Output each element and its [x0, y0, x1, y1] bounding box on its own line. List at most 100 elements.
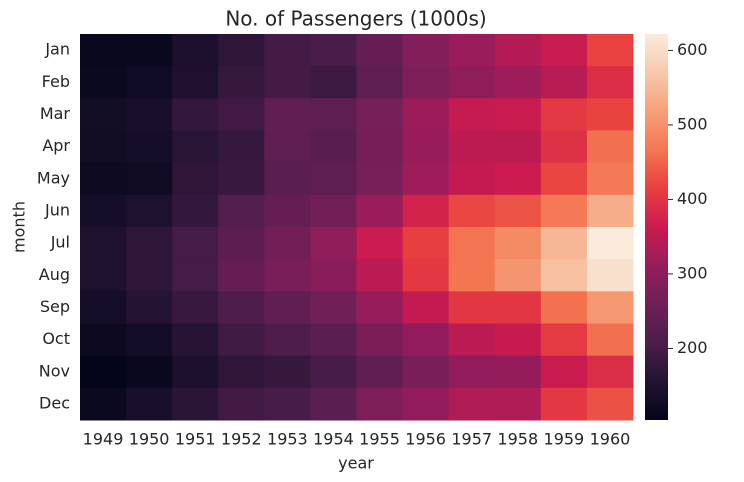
- heatmap-cell: [540, 130, 588, 164]
- heatmap-cell: [310, 259, 357, 292]
- colorbar-tick-label: 600: [677, 40, 708, 59]
- heatmap-cell: [264, 98, 311, 131]
- heatmap-cell: [264, 291, 311, 324]
- heatmap-cell: [586, 66, 634, 99]
- heatmap-cell: [540, 194, 588, 228]
- heatmap-cell: [264, 323, 311, 357]
- heatmap-cell: [80, 227, 127, 260]
- heatmap-cell: [586, 387, 634, 421]
- colorbar-tick-label: 200: [677, 338, 708, 357]
- heatmap-cell: [126, 323, 173, 357]
- heatmap-cell: [80, 98, 127, 131]
- heatmap-cell: [126, 130, 173, 164]
- heatmap-cell: [310, 130, 357, 164]
- heatmap-cell: [448, 291, 496, 324]
- heatmap-cell: [356, 291, 404, 324]
- heatmap-cell: [494, 34, 542, 67]
- heatmap-cell: [218, 34, 265, 67]
- heatmap-cell: [402, 387, 450, 421]
- heatmap-cell: [540, 323, 588, 357]
- heatmap-cell: [494, 130, 542, 164]
- heatmap-cell: [494, 227, 542, 260]
- heatmap-cell: [126, 259, 173, 292]
- heatmap-cell: [126, 34, 173, 67]
- heatmap-cell: [356, 323, 404, 357]
- heatmap-cell: [218, 259, 265, 292]
- heatmap-cell: [172, 66, 219, 99]
- heatmap-cell: [264, 227, 311, 260]
- heatmap-cell: [586, 227, 634, 260]
- heatmap-cell: [356, 66, 404, 99]
- heatmap-cell: [310, 227, 357, 260]
- heatmap-cell: [356, 98, 404, 131]
- heatmap-cell: [218, 387, 265, 421]
- heatmap-cell: [402, 355, 450, 389]
- heatmap-cell: [540, 355, 588, 389]
- y-tick-label: Apr: [42, 136, 70, 155]
- heatmap-cell: [80, 355, 127, 389]
- y-tick-label: Jun: [44, 200, 70, 219]
- heatmap-cell: [126, 194, 173, 228]
- heatmap-cell: [448, 387, 496, 421]
- heatmap-cell: [310, 34, 357, 67]
- x-tick-label: 1951: [175, 430, 216, 449]
- heatmap-cell: [586, 355, 634, 389]
- heatmap-cell: [402, 162, 450, 196]
- heatmap-cell: [356, 387, 404, 421]
- x-tick-label: 1955: [359, 430, 400, 449]
- y-tick-label: Aug: [39, 265, 70, 284]
- x-tick-label: 1957: [451, 430, 492, 449]
- heatmap-cell: [310, 323, 357, 357]
- heatmap-cell: [126, 291, 173, 324]
- heatmap-cell: [218, 355, 265, 389]
- heatmap-cell: [218, 98, 265, 131]
- heatmap-cell: [356, 194, 404, 228]
- heatmap-cell: [494, 291, 542, 324]
- heatmap-cell: [172, 323, 219, 357]
- heatmap-cell: [80, 323, 127, 357]
- y-tick-label: Oct: [42, 329, 70, 348]
- heatmap-cell: [172, 259, 219, 292]
- colorbar-tick-label: 300: [677, 263, 708, 282]
- heatmap-cell: [402, 66, 450, 99]
- heatmap-cell: [402, 98, 450, 131]
- heatmap-cell: [264, 34, 311, 67]
- heatmap-cell: [448, 130, 496, 164]
- heatmap-cell: [264, 194, 311, 228]
- heatmap-cell: [126, 387, 173, 421]
- chart-title: No. of Passengers (1000s): [225, 7, 486, 31]
- heatmap-cell: [494, 66, 542, 99]
- x-axis-label: year: [338, 454, 374, 473]
- y-tick-label: Dec: [39, 393, 70, 412]
- heatmap-cell: [494, 355, 542, 389]
- heatmap-cell: [494, 98, 542, 131]
- heatmap-cell: [126, 66, 173, 99]
- x-tick-label: 1958: [497, 430, 538, 449]
- heatmap-cell: [402, 34, 450, 67]
- heatmap-cell: [218, 227, 265, 260]
- heatmap-cell: [264, 130, 311, 164]
- y-tick-label: May: [37, 168, 70, 187]
- heatmap-cell: [310, 98, 357, 131]
- heatmap-cell: [540, 291, 588, 324]
- y-tick-label: Jan: [44, 40, 70, 59]
- heatmap-cell: [540, 387, 588, 421]
- heatmap-cell: [172, 355, 219, 389]
- heatmap-cell: [218, 162, 265, 196]
- heatmap-cell: [218, 66, 265, 99]
- heatmap-cell: [540, 66, 588, 99]
- x-tick-label: 1950: [129, 430, 170, 449]
- heatmap-cell: [448, 34, 496, 67]
- heatmap-cell: [448, 323, 496, 357]
- heatmap-cell: [494, 162, 542, 196]
- heatmap-cell: [494, 259, 542, 292]
- heatmap-cell: [586, 34, 634, 67]
- heatmap-cell: [402, 323, 450, 357]
- heatmap-cell: [356, 355, 404, 389]
- heatmap-cell: [448, 162, 496, 196]
- heatmap-cell: [172, 387, 219, 421]
- heatmap-cell: [402, 227, 450, 260]
- heatmap-cell: [586, 162, 634, 196]
- heatmap-cell: [356, 162, 404, 196]
- x-tick-label: 1952: [221, 430, 262, 449]
